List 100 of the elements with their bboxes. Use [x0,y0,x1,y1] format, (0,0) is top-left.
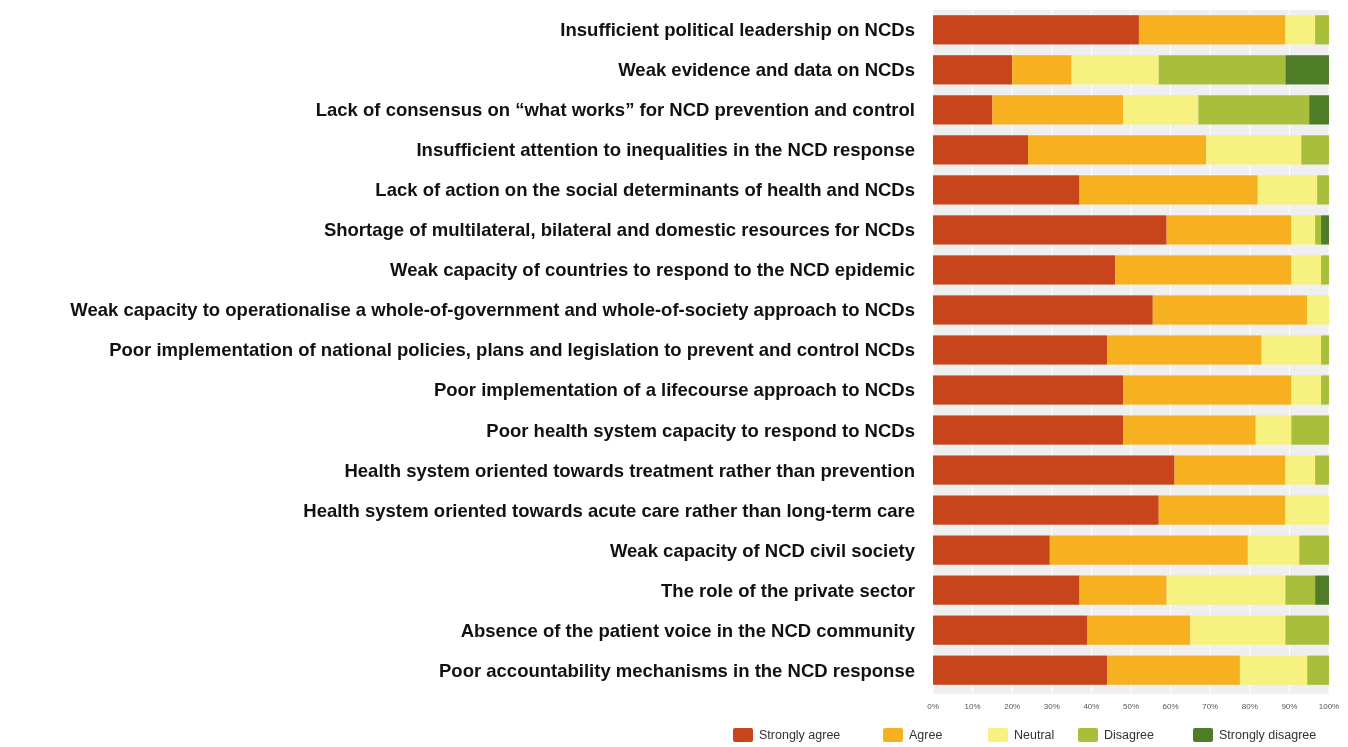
bar [1321,375,1329,405]
bar [1174,455,1286,485]
bar [1315,215,1322,245]
y-tick-label: Poor implementation of national policies, plans and legislation to prevent and control NCDs [109,339,915,361]
bar [1301,135,1329,165]
bar [1315,15,1329,45]
bar [1239,655,1308,685]
bar [1079,175,1258,205]
bar [1190,615,1286,645]
bar [1028,135,1207,165]
bar [1261,335,1322,365]
x-tick-label: 90% [1281,702,1298,711]
bar [933,415,1124,445]
x-tick-label: 10% [964,702,981,711]
bar [1107,335,1262,365]
bar [1049,535,1248,565]
bar [1315,455,1329,485]
bar [1291,255,1322,285]
y-tick-label: The role of the private sector [661,579,915,601]
bar [1123,375,1292,405]
bar [1158,495,1286,525]
bar [1307,295,1329,325]
bar [1299,535,1329,565]
bar [1123,95,1199,125]
x-tick-label: 30% [1043,702,1060,711]
bar [1309,95,1329,125]
bar [933,335,1108,365]
legend-label: Strongly disagree [1219,728,1317,743]
y-tick-label: Poor accountability mechanisms in the NCD response [439,659,915,681]
bar [1257,175,1318,205]
bar [1285,15,1316,45]
y-tick-label: Poor implementation of a lifecourse approach to NCDs [433,379,915,401]
bar [1255,415,1292,445]
bar [1307,655,1329,685]
y-tick-label: Insufficient attention to inequalities in the NCD response [416,139,915,161]
bar [1317,175,1329,205]
y-tick-label: Poor health system capacity to respond to NCDs [486,419,915,441]
bar [933,135,1029,165]
bar [1285,55,1329,85]
bar [933,615,1088,645]
bar [933,535,1050,565]
bar [933,575,1080,605]
bar [1079,575,1167,605]
bar [933,15,1139,45]
bar [933,175,1080,205]
bar [1291,215,1316,245]
y-tick-label: Health system oriented towards treatment rather than prevention [344,459,915,481]
bar [1198,95,1310,125]
x-tick-label: 60% [1162,702,1179,711]
legend-label: Agree [909,728,943,743]
y-tick-label: Health system oriented towards acute care rather than long-term care [303,499,915,521]
bar [992,95,1124,125]
legend-label: Disagree [1104,728,1155,743]
bar [1285,495,1329,525]
bar [1012,55,1072,85]
y-tick-label: Shortage of multilateral, bilateral and domestic resources for NCDs [323,219,915,241]
bar [1206,135,1302,165]
bar [1115,255,1292,285]
x-tick-label: 70% [1202,702,1219,711]
x-tick-label: 100% [1318,702,1340,711]
bar [933,655,1108,685]
y-tick-label: Weak evidence and data on NCDs [618,59,915,81]
bar [1087,615,1191,645]
bar [1152,295,1308,325]
bar [1321,255,1329,285]
bar [1123,415,1256,445]
bar [1138,15,1286,45]
bar [933,255,1116,285]
y-tick-label: Lack of action on the social determinants of health and NCDs [375,179,915,201]
x-tick-label: 80% [1241,702,1258,711]
bar [933,295,1153,325]
bar [933,375,1124,405]
bar [1071,55,1159,85]
x-tick-label: 0% [927,702,939,711]
bar [933,55,1013,85]
bar [933,455,1175,485]
bar [1315,575,1329,605]
bar [1285,455,1316,485]
bar [1321,335,1329,365]
y-tick-label: Absence of the patient voice in the NCD community [460,619,916,641]
y-tick-label: Lack of consensus on “what works” for NCD prevention and control [315,99,915,121]
x-tick-label: 50% [1122,702,1140,711]
bar [933,215,1167,245]
bar [1321,215,1329,245]
y-tick-label: Insufficient political leadership on NCDs [560,19,915,41]
legend-label: Neutral [1014,728,1055,743]
bar [1166,575,1286,605]
x-tick-label: 40% [1083,702,1100,711]
y-tick-label: Weak capacity of countries to respond to the NCD epidemic [390,259,915,281]
y-tick-label: Weak capacity to operationalise a whole-of-government and whole-of-society approach to NCDs [70,299,915,321]
bar [1166,215,1292,245]
bar [933,95,993,125]
bar [1247,535,1300,565]
legend-label: Strongly agree [759,728,841,743]
bar [1285,575,1316,605]
bar [1158,55,1286,85]
y-tick-label: Weak capacity of NCD civil society [609,539,916,561]
bar [1291,375,1322,405]
x-tick-label: 20% [1004,702,1021,711]
bar [1107,655,1240,685]
